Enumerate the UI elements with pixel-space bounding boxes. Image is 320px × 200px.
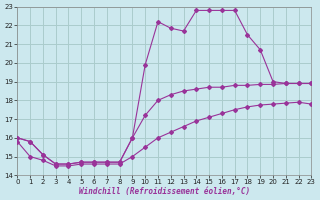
X-axis label: Windchill (Refroidissement éolien,°C): Windchill (Refroidissement éolien,°C): [79, 187, 250, 196]
